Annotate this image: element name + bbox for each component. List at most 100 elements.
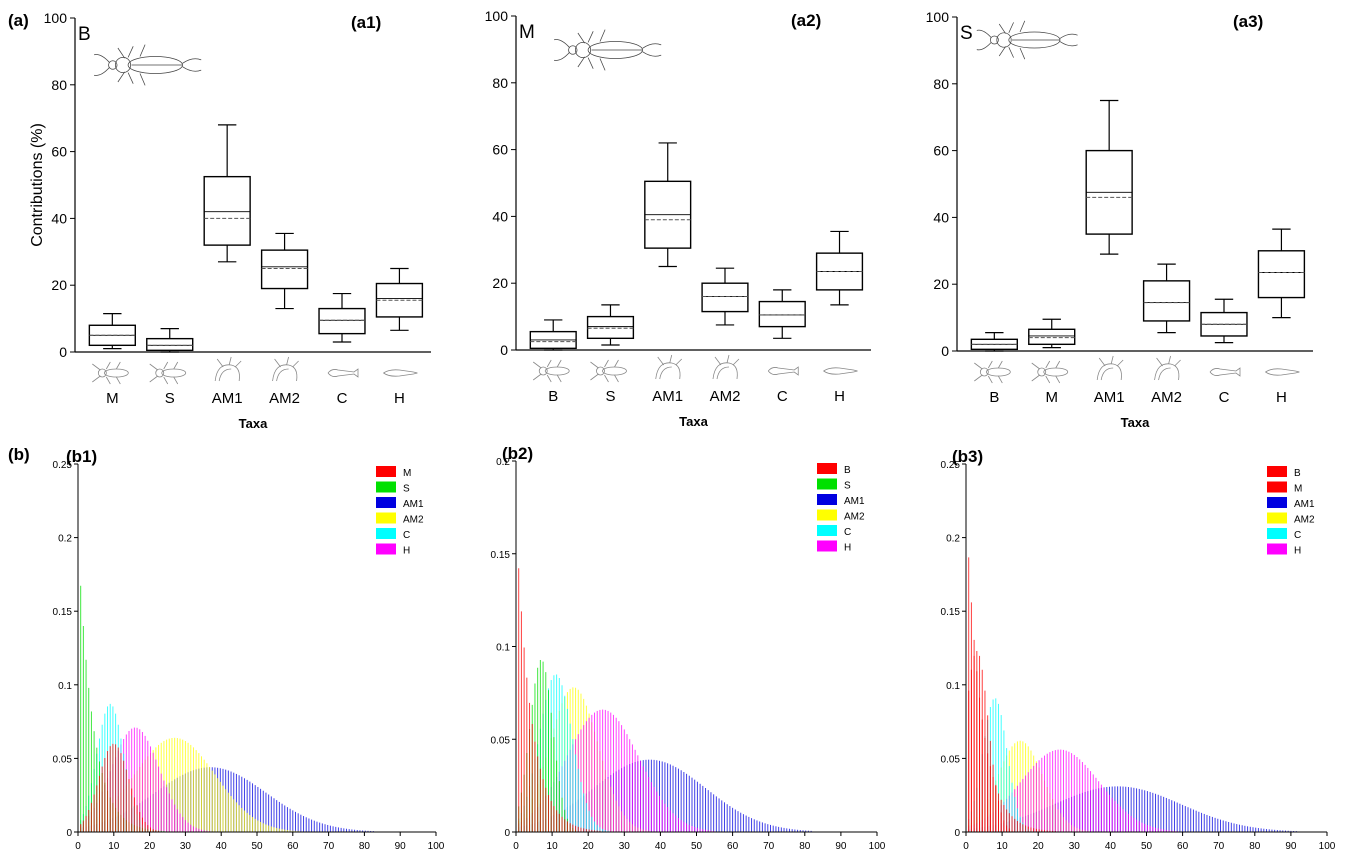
y-tick-label: 0.2 [946,534,960,545]
series-B [965,503,1056,832]
taxon-illustration-AM2 [712,354,740,380]
legend-label: S [844,481,851,492]
series-M [965,650,1013,832]
x-axis-title: Taxa [1121,415,1150,430]
taxon-illustration-C [1209,367,1241,377]
box-S [586,304,635,346]
legend-label: AM1 [403,499,424,510]
legend-swatch [1267,466,1287,477]
y-tick-label: 0 [500,342,508,358]
legend-label: B [1294,468,1301,479]
x-tick-label: 0 [75,841,81,852]
category-label: C [777,388,788,405]
taxon-illustration-C [767,366,799,376]
x-tick-label: 60 [727,841,739,852]
y-tick-label: 100 [485,8,509,24]
y-tick-label: 0.15 [941,607,961,618]
series-AM2 [965,740,1089,832]
boxplot-panel-1: 0 20 40 60 80 100 Contributions (%) (a1) B M S AM1 A… [29,10,431,431]
y-tick-label: 0.1 [946,681,960,692]
series-AM2 [515,687,650,832]
series-H [965,749,1178,832]
box-M [1028,318,1076,349]
taxon-illustration-H [383,369,418,377]
legend-label: S [403,484,410,495]
category-label: AM2 [269,390,300,407]
box-body [203,175,251,246]
legend-label: H [844,543,851,554]
taxon-illustration-AM1 [1096,355,1124,381]
legend-label: AM2 [844,512,865,523]
box-AM1 [1085,99,1133,255]
x-tick-label: 80 [359,841,371,852]
taxon-illustration-AM1 [214,356,242,382]
y-tick-label: 0 [59,344,67,360]
x-tick-label: 30 [180,841,192,852]
taxon-illustration-M [92,361,129,385]
beetle-illustration [976,20,1078,60]
box-body [1142,280,1191,322]
y-tick-label: 20 [933,276,949,292]
y-tick-label: 40 [492,208,508,224]
x-tick-label: 50 [1141,841,1153,852]
legend-label: H [1294,546,1301,557]
y-tick-label: 0.25 [53,460,73,471]
category-label: AM1 [212,390,243,407]
legend-swatch [376,543,396,555]
category-label: AM2 [710,388,741,405]
box-body [758,300,806,328]
category-label: S [165,390,175,407]
legend-swatch [817,478,837,490]
y-tick-label: 20 [492,275,508,291]
panel-label: (a1) [351,13,381,32]
panel-label-a: (a) [8,11,29,30]
box-body [1257,250,1306,299]
y-tick-label: 60 [51,144,67,160]
legend-label: AM1 [844,496,865,507]
y-tick-label: 60 [492,142,508,158]
legend-swatch [817,463,837,474]
series-H [77,727,211,832]
legend-swatch [376,466,396,477]
legend-label: M [1294,484,1302,495]
legend-label: C [403,530,410,541]
box-C [758,289,806,339]
x-tick-label: 80 [799,841,811,852]
taxon-illustration-C [327,368,359,378]
box-body [146,337,194,352]
beetle-illustration [94,44,202,86]
series-AM1 [515,759,812,832]
box-H [375,267,424,331]
y-tick-label: 0.1 [58,681,72,692]
x-tick-label: 30 [619,841,631,852]
legend-swatch [817,494,837,505]
legend: MS AM1 AM2 CH [376,466,424,557]
x-tick-label: 10 [997,841,1009,852]
x-tick-label: 20 [1033,841,1045,852]
legend-label: B [844,465,851,476]
box-B [970,332,1018,352]
y-tick-label: 0 [504,828,510,839]
box-AM2 [260,232,309,310]
x-tick-label: 60 [1177,841,1189,852]
legend-label: AM2 [403,515,424,526]
y-tick-label: 80 [933,76,949,92]
category-label: S [605,388,615,405]
box-M [88,312,136,350]
x-tick-label: 40 [216,841,228,852]
box-S [146,328,194,353]
category-label: AM1 [652,388,683,405]
x-tick-label: 100 [869,841,886,852]
legend-label: H [403,546,410,557]
y-tick-label: 0 [66,828,72,839]
panel-label: (b3) [952,447,983,466]
legend-swatch [817,540,837,552]
panel-label: (b1) [66,447,97,466]
taxon-illustration-AM2 [1154,355,1181,381]
consumer-label: B [78,24,91,45]
taxon-illustration-AM1 [655,354,683,380]
category-label: B [989,389,999,406]
legend-swatch [376,512,396,524]
boxplot-panel-3: 0 20 40 60 80 100 (a3) S B M AM1 AM2 C H Taxa [926,9,1313,430]
